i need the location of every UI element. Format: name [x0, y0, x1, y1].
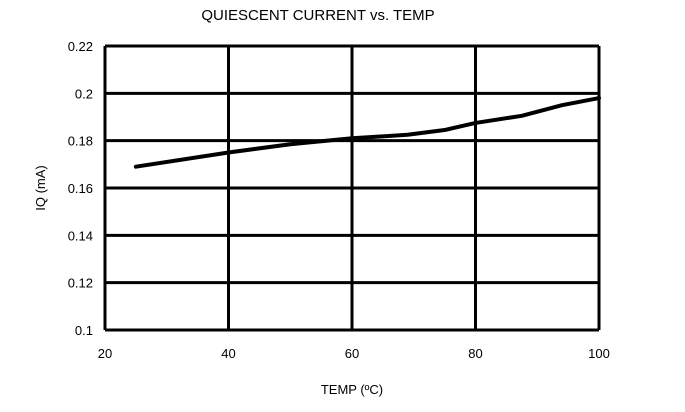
y-tick-label: 0.2	[75, 86, 93, 101]
y-axis-label: IQ (mA)	[33, 165, 48, 211]
y-tick-label: 0.18	[68, 134, 93, 149]
x-tick-label: 80	[468, 346, 482, 361]
y-tick-label: 0.16	[68, 181, 93, 196]
x-tick-label: 40	[221, 346, 235, 361]
x-tick-label: 20	[98, 346, 112, 361]
y-tick-label: 0.14	[68, 228, 93, 243]
x-tick-label: 60	[345, 346, 359, 361]
x-tick-label: 100	[588, 346, 610, 361]
x-axis-label: TEMP (ºC)	[321, 382, 383, 397]
y-tick-label: 0.22	[68, 39, 93, 54]
chart-title: QUIESCENT CURRENT vs. TEMP	[201, 7, 434, 24]
y-tick-label: 0.1	[75, 323, 93, 338]
y-tick-label: 0.12	[68, 276, 93, 291]
series-line	[133, 96, 601, 169]
